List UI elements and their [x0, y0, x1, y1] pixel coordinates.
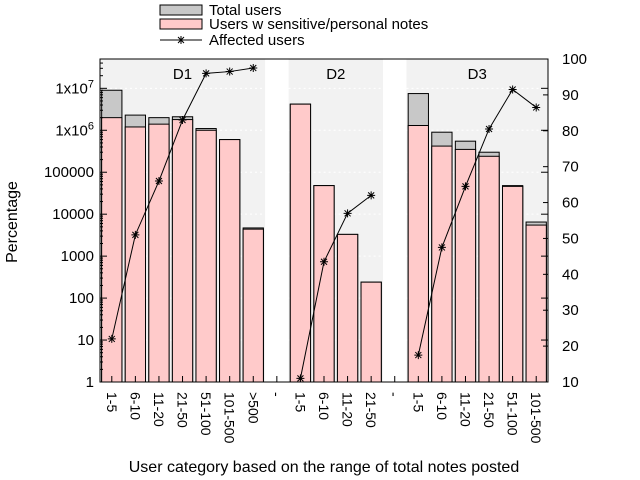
group-panels	[100, 59, 548, 383]
bar-sensitive	[501, 185, 524, 383]
affected-point	[367, 191, 376, 200]
affected-point	[414, 351, 423, 360]
y2-tick-label: 40	[562, 266, 579, 283]
affected-point	[154, 177, 163, 186]
affected-point	[249, 63, 258, 72]
group-label-D3: D3	[468, 66, 487, 83]
y-tick-label: 1000	[61, 248, 94, 265]
bar-sensitive	[336, 233, 359, 383]
x-tick-label: 11-20	[457, 392, 473, 427]
affected-line-D3	[417, 88, 537, 356]
y2-tick-label: 80	[562, 123, 579, 140]
y2-tick-label: 50	[562, 230, 579, 247]
y-tick-label: 1	[86, 374, 94, 391]
x-tick-label: 101-500	[528, 392, 544, 444]
x-tick-label: -	[387, 392, 403, 397]
affected-point	[508, 85, 517, 94]
bar-sensitive	[407, 124, 429, 383]
bar-sensitive	[525, 224, 547, 383]
affected-point	[343, 209, 352, 218]
affected-point	[461, 182, 470, 191]
x-tick-label: >500	[245, 392, 261, 424]
legend-swatch	[159, 18, 203, 30]
legend-label: Affected users	[209, 32, 305, 49]
legend-point	[177, 36, 185, 44]
group-label-D2: D2	[326, 66, 345, 83]
affected-point	[107, 334, 116, 343]
x-tick-label: 1-5	[410, 392, 426, 412]
y2-tick-label: 100	[562, 51, 587, 68]
legend-swatch	[159, 4, 203, 16]
x-tick-label: 11-20	[151, 392, 167, 427]
group-labels: D1 D2 D3	[173, 66, 487, 83]
y2-tick-label: 90	[562, 87, 579, 104]
group-label-D1: D1	[173, 66, 192, 83]
y-tick-label: 100	[69, 290, 94, 307]
bar-sensitive	[242, 228, 264, 383]
y-axis-title: Percentage	[4, 181, 21, 263]
x-tick-label: 21-50	[481, 392, 497, 428]
bar-sensitive	[219, 139, 241, 383]
y2-tick-label: 10	[562, 374, 579, 391]
y-tick-label: 1x107	[55, 78, 94, 97]
x-tick-label: 101-500	[222, 392, 238, 444]
x-axis-ticks: 1-5 6-10 11-20 21-50 51-100 101-500 >500 - 1-5 6-…	[104, 376, 544, 444]
x-tick-label: 21-50	[363, 392, 379, 428]
affected-point	[532, 103, 541, 112]
x-axis-title: User category based on the range of tota…	[129, 459, 519, 476]
bar-sensitive	[289, 103, 312, 383]
affected-point	[320, 257, 328, 266]
x-tick-label: 51-100	[505, 392, 521, 436]
bar-sensitive	[478, 155, 500, 383]
bar-marks	[101, 89, 547, 383]
bar-sensitive	[195, 129, 217, 383]
y-tick-label: 10000	[52, 206, 94, 223]
y2-axis-ticks: 10 20 30 40 50 60 70 80 90 100	[543, 51, 587, 391]
y2-tick-label: 60	[562, 195, 579, 212]
x-tick-label: -	[269, 392, 285, 397]
affected-point	[178, 116, 187, 125]
affected-line-D2	[299, 194, 372, 379]
bar-sensitive	[171, 119, 194, 383]
affected-users-points	[107, 63, 541, 383]
legend-label: Total users	[209, 2, 282, 19]
affected-point	[296, 374, 305, 383]
x-tick-label: 6-10	[127, 392, 143, 420]
y-axis-ticks: 1 10 100 1000 10000 100000 1x106 1x107	[44, 58, 548, 391]
x-tick-label: 21-50	[175, 392, 191, 428]
bar-sensitive	[360, 281, 382, 383]
affected-point	[437, 243, 446, 252]
x-tick-label: 1-5	[104, 392, 120, 412]
affected-point	[131, 230, 140, 239]
bar-sensitive	[124, 126, 147, 383]
affected-point	[202, 69, 211, 78]
affected-point	[485, 124, 494, 133]
y2-tick-label: 70	[562, 159, 579, 176]
y2-tick-label: 30	[562, 302, 579, 319]
x-tick-label: 6-10	[316, 392, 332, 420]
y-tick-label: 100000	[44, 164, 94, 181]
bar-sensitive	[313, 185, 335, 383]
legend-label: Users w sensitive/personal notes	[209, 16, 428, 33]
x-tick-label: 1-5	[292, 392, 308, 412]
y-tick-label: 1x106	[55, 120, 94, 139]
x-tick-label: 6-10	[434, 392, 450, 420]
x-tick-label: 51-100	[198, 392, 214, 436]
x-tick-label: 11-20	[340, 392, 356, 427]
affected-point	[225, 67, 234, 76]
y-tick-label: 10	[77, 332, 94, 349]
y2-tick-label: 20	[562, 338, 579, 355]
bar-sensitive	[431, 145, 453, 383]
group-panel-D3	[406, 59, 548, 382]
